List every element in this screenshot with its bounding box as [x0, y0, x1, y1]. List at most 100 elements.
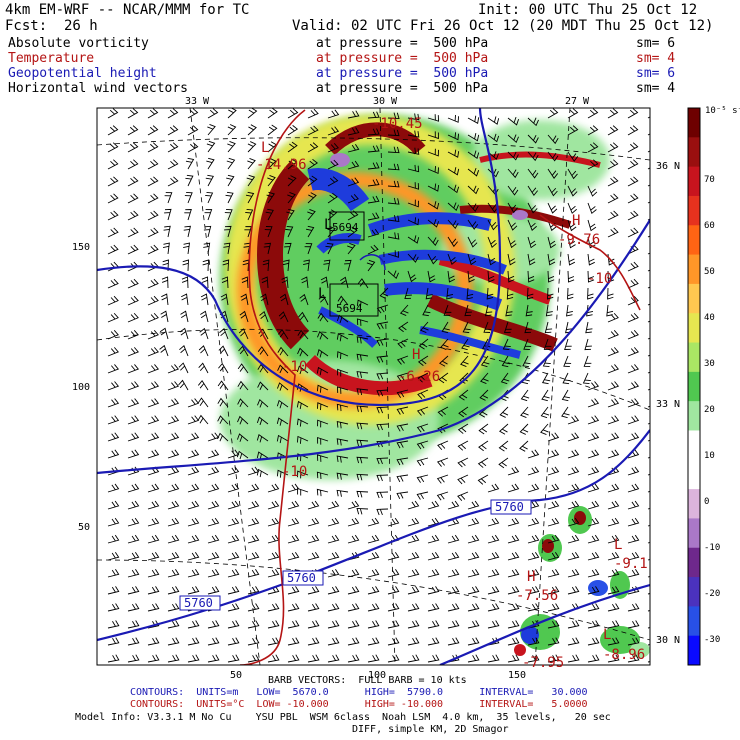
wind-barb: [540, 406, 550, 419]
wind-barb: [287, 534, 300, 544]
wind-barb: [487, 534, 500, 544]
wind-barb: [376, 474, 389, 482]
height-label: 5760: [184, 596, 213, 610]
wind-barb: [286, 208, 295, 221]
wind-barb: [387, 215, 400, 222]
field-name-vorticity: Absolute vorticity: [8, 36, 149, 51]
field-sm-geopotential: sm= 6: [636, 66, 676, 81]
wind-barb: [347, 144, 360, 153]
wind-barb: [227, 586, 240, 595]
wind-barb: [147, 364, 160, 374]
wind-barb: [307, 551, 320, 561]
vorticity-colorbar: [687, 107, 701, 666]
wind-barb: [447, 132, 460, 141]
wind-barb: [347, 569, 360, 578]
wind-barb: [407, 534, 420, 544]
wind-barb: [547, 108, 559, 119]
wind-barb: [427, 654, 440, 663]
wind-barb: [524, 321, 532, 334]
wind-barb: [207, 551, 220, 561]
wind-barb: [187, 637, 200, 646]
wind-barb: [337, 295, 349, 306]
wind-barb: [567, 108, 579, 119]
wind-barb: [487, 483, 500, 493]
wind-barb: [627, 295, 639, 306]
wind-barb: [327, 176, 339, 187]
wind-barb: [587, 534, 600, 544]
wind-barb: [627, 278, 639, 289]
contour-info-height: CONTOURS: UNITS=m LOW= 5670.0 HIGH= 5790…: [130, 687, 588, 698]
wind-barb: [277, 346, 289, 357]
wind-barb: [407, 620, 420, 629]
wind-barb: [547, 253, 556, 266]
wind-barb: [367, 179, 380, 187]
wind-barb: [347, 160, 360, 170]
wind-barb: [499, 423, 509, 435]
wind-barb: [545, 304, 553, 317]
grid-y-label-100: 100: [72, 382, 91, 393]
wind-barb: [487, 116, 500, 125]
wind-barb: [267, 603, 280, 612]
wind-barb: [107, 108, 119, 119]
wind-barb: [507, 168, 519, 179]
wind-barb: [167, 569, 180, 578]
wind-barb: [159, 327, 169, 340]
wind-barb: [307, 654, 320, 663]
wind-barb: [127, 449, 140, 459]
wind-barb: [507, 185, 519, 196]
wind-barb: [227, 620, 240, 629]
wind-barb: [607, 415, 620, 425]
wind-barb: [627, 330, 639, 340]
wind-barb: [367, 620, 380, 629]
wind-barb: [627, 500, 640, 510]
height-label: 5760: [287, 571, 316, 585]
wind-barb: [407, 500, 420, 510]
wind-barb: [567, 270, 575, 283]
wind-barb: [356, 371, 369, 378]
wind-barb: [203, 225, 212, 238]
wind-barb: [387, 180, 400, 188]
wind-barb: [107, 551, 120, 561]
wind-barb: [587, 219, 597, 232]
wind-barb: [127, 620, 140, 629]
wind-barb: [236, 433, 249, 442]
wind-barb: [447, 637, 460, 646]
wind-barb: [587, 381, 600, 391]
wind-barb: [367, 551, 380, 561]
colorbar-swatch: [688, 401, 700, 431]
wind-barb: [467, 569, 480, 578]
colorbar-swatch: [688, 518, 700, 549]
temperature-contours: [239, 109, 641, 665]
wind-barb: [487, 620, 500, 629]
wind-barb: [417, 389, 429, 400]
wind-barb: [420, 321, 429, 333]
wind-barb: [467, 202, 479, 213]
colorbar-tick-label: 10: [704, 451, 715, 461]
wind-barb: [287, 517, 300, 527]
wind-barb: [187, 551, 200, 561]
wind-barb: [167, 637, 180, 646]
wind-barb: [446, 287, 454, 300]
wind-barb: [327, 569, 340, 578]
wind-barb: [607, 517, 620, 527]
low-marker: L: [614, 537, 623, 553]
wind-barb: [607, 227, 619, 238]
wind-barb: [187, 125, 199, 136]
wind-barb: [227, 654, 240, 663]
model-info: Model Info: V3.3.1 M No Cu YSU PBL WSM 6…: [75, 712, 611, 723]
wind-barb: [467, 133, 480, 142]
wind-barb: [447, 149, 460, 158]
colorbar-tick-label: -10: [704, 543, 721, 553]
wind-barb: [127, 381, 140, 391]
wind-barb: [107, 432, 120, 442]
wind-barb: [447, 534, 460, 544]
wind-barb: [627, 193, 639, 204]
wind-barb: [187, 432, 200, 442]
wind-barb: [247, 157, 256, 170]
wind-barb: [199, 327, 209, 340]
wind-barb: [307, 586, 320, 595]
wind-barb: [567, 483, 580, 493]
wind-barb: [147, 210, 159, 221]
wind-barb: [247, 654, 260, 663]
wind-barb: [307, 142, 319, 153]
